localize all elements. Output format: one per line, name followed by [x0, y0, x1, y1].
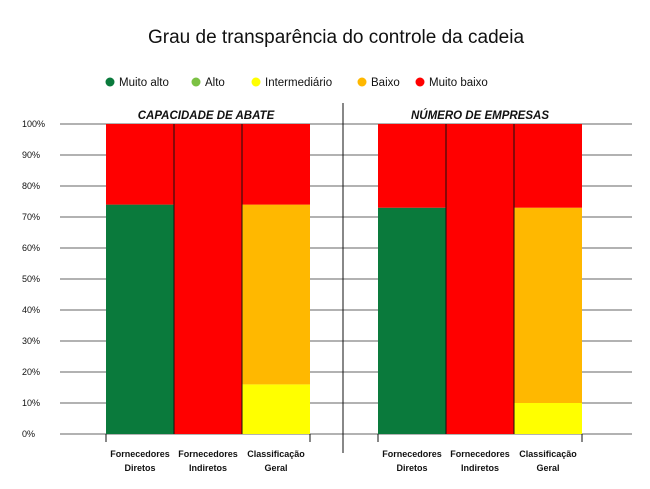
y-tick-label: 30%	[22, 336, 40, 346]
bars	[105, 124, 583, 442]
legend-label: Alto	[205, 77, 225, 89]
legend-swatch	[105, 77, 115, 87]
bar-segment	[378, 207, 446, 434]
category-label: Fornecedores	[110, 449, 170, 459]
y-tick-label: 20%	[22, 367, 40, 377]
legend: Muito alto Alto Intermediário Baixo Muito ba…	[105, 77, 488, 89]
category-label: Diretos	[124, 463, 155, 473]
legend-label: Baixo	[371, 77, 400, 89]
bar-segment	[514, 124, 582, 208]
y-tick-label: 80%	[22, 181, 40, 191]
category-label: Geral	[264, 463, 287, 473]
y-tick-label: 90%	[22, 150, 40, 160]
panel-title-capacidade: CAPACIDADE DE ABATE	[138, 110, 275, 122]
category-label: Fornecedores	[450, 449, 510, 459]
y-tick-label: 40%	[22, 305, 40, 315]
y-tick-label: 70%	[22, 212, 40, 222]
legend-swatch	[251, 77, 261, 87]
chart-title: Grau de transparência do controle da cad…	[148, 27, 524, 48]
bar-segment	[446, 124, 514, 434]
y-tick-label: 50%	[22, 274, 40, 284]
y-axis-ticks: 0% 10% 20% 30% 40% 50% 60% 70% 80% 90% 100%	[22, 119, 45, 439]
bar-segment	[174, 124, 242, 434]
y-tick-label: 0%	[22, 429, 35, 439]
legend-swatch	[191, 77, 201, 87]
category-labels: Fornecedores Diretos Fornecedores Indiretos…	[110, 449, 577, 473]
panel-title-empresas: NÚMERO DE EMPRESAS	[411, 109, 549, 122]
y-tick-label: 60%	[22, 243, 40, 253]
category-label: Classificação	[519, 449, 577, 459]
category-label: Indiretos	[461, 463, 499, 473]
category-label: Diretos	[396, 463, 427, 473]
y-tick-label: 100%	[22, 119, 45, 129]
bar-segment	[514, 207, 582, 403]
legend-label: Muito baixo	[429, 77, 488, 89]
legend-label: Intermediário	[265, 77, 332, 89]
bar-segment	[242, 204, 310, 385]
bar-segment	[106, 124, 174, 205]
y-tick-label: 10%	[22, 398, 40, 408]
category-label: Fornecedores	[382, 449, 442, 459]
legend-label: Muito alto	[119, 77, 169, 89]
legend-swatch	[357, 77, 367, 87]
category-label: Indiretos	[189, 463, 227, 473]
category-label: Geral	[536, 463, 559, 473]
bar-segment	[242, 124, 310, 205]
bar-segment	[378, 124, 446, 208]
legend-swatch	[415, 77, 425, 87]
bar-segment	[242, 384, 310, 434]
bar-segment	[514, 403, 582, 434]
bar-segment	[106, 204, 174, 434]
category-label: Classificação	[247, 449, 305, 459]
category-label: Fornecedores	[178, 449, 238, 459]
